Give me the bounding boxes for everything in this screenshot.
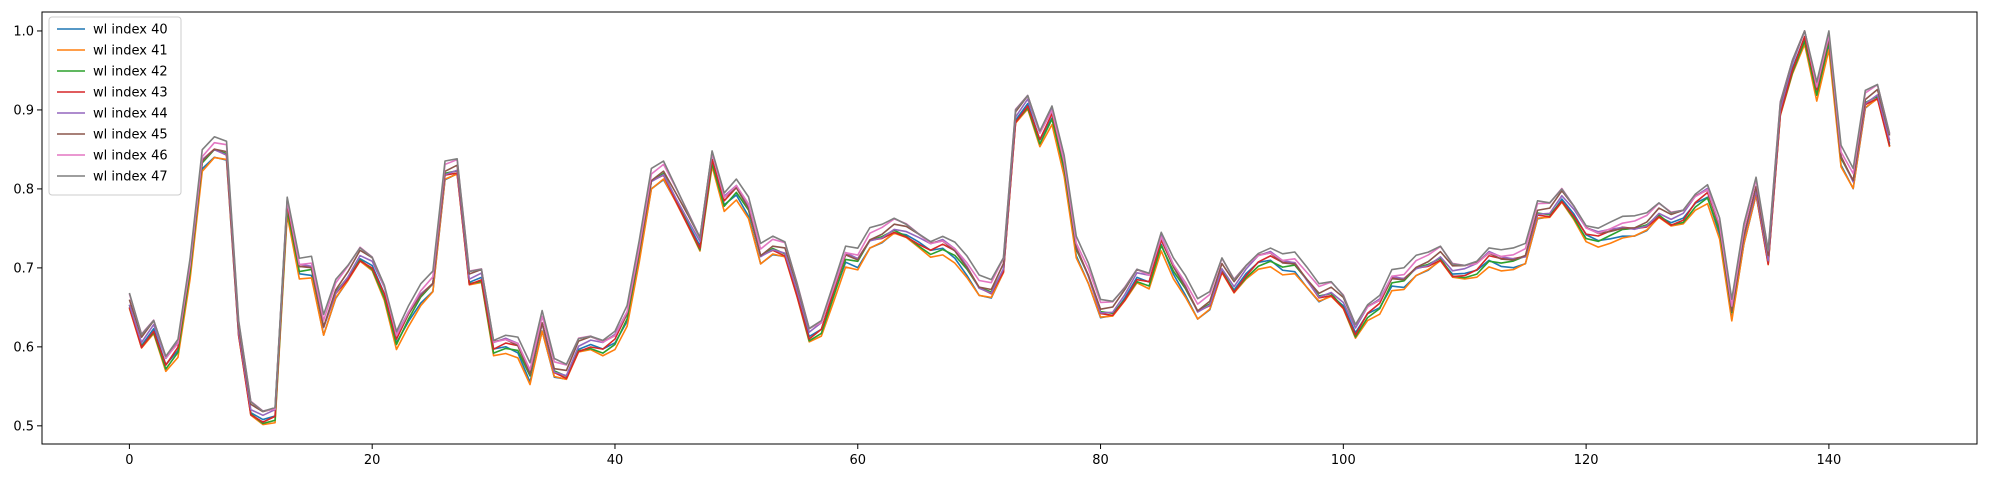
legend-label: wl index 45 (93, 128, 168, 143)
legend-box (48, 16, 182, 196)
x-tick-label: 140 (1816, 453, 1841, 468)
plot-background (42, 12, 1977, 444)
y-tick-label: 0.5 (13, 419, 34, 434)
legend-label: wl index 40 (93, 23, 168, 38)
series-layer (128, 30, 1891, 426)
legend-label: wl index 47 (93, 170, 168, 185)
legend-label: wl index 41 (93, 44, 168, 59)
y-tick-label: 1.0 (13, 24, 34, 39)
x-tick-label: 120 (1574, 453, 1599, 468)
axes-layer: 0 20 40 60 80 100 120 140 0.5 0.6 0.7 0.8 0.9 1.0 (13, 11, 1978, 468)
legend-label: wl index 43 (93, 86, 168, 101)
x-tick-label: 0 (125, 453, 133, 468)
x-tick-label: 100 (1331, 453, 1356, 468)
legend-label: wl index 44 (93, 107, 168, 122)
legend-label: wl index 42 (93, 65, 168, 80)
y-tick-label: 0.6 (13, 340, 34, 355)
legend: wl index 40 wl index 41 wl index 42 wl inde… (48, 16, 182, 196)
x-tick-label: 60 (849, 453, 866, 468)
legend-label: wl index 46 (93, 149, 168, 164)
x-tick-label: 40 (607, 453, 624, 468)
x-tick-label: 20 (364, 453, 381, 468)
y-tick-label: 0.8 (13, 182, 34, 197)
x-tick-label: 80 (1092, 453, 1109, 468)
series-line-wl-index-47 (128, 30, 1891, 413)
plot-frame (41, 11, 1978, 445)
y-tick-label: 0.7 (13, 261, 34, 276)
y-tick-label: 0.9 (13, 103, 34, 118)
